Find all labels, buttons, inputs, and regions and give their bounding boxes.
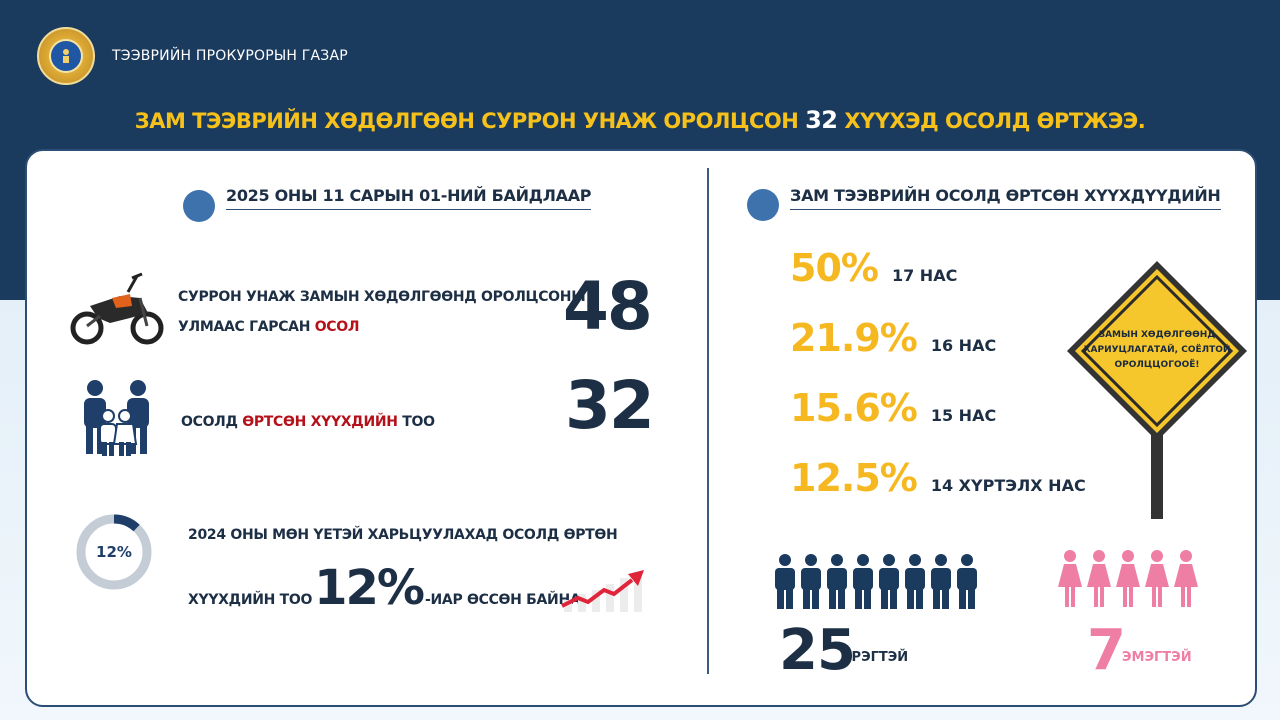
male-person-icon	[853, 554, 873, 609]
age-label: 15 НАС	[930, 406, 997, 425]
male-person-icon	[957, 554, 977, 609]
motorcycle-icon	[70, 272, 164, 345]
progress-ring-label: 12%	[96, 543, 132, 561]
male-person-icon	[801, 554, 821, 609]
road-sign: ЗАМЫН ХӨДӨЛГӨӨНД ХАРИУЦЛАГАТАЙ, СОЁЛТОЙ …	[1065, 259, 1249, 519]
male-icons	[775, 554, 977, 609]
agency-name: ТЭЭВРИЙН ПРОКУРОРЫН ГАЗАР	[112, 48, 348, 64]
age-percent: 50%	[790, 246, 879, 290]
female-person-icon	[1145, 550, 1169, 607]
age-percent: 15.6%	[790, 386, 918, 430]
stat-increase-line2: ХҮҮХДИЙН ТОО 12% -ИАР ӨССӨН БАЙНА.	[188, 560, 586, 616]
stat-accidents-label: СУРРОН УНАЖ ЗАМЫН ХӨДӨЛГӨӨНД ОРОЛЦСОНЫ У…	[178, 289, 586, 335]
sign-line3: ОРОЛЦЦОГООЁ!	[1114, 359, 1199, 370]
male-person-icon	[827, 554, 847, 609]
age-row: 21.9% 16 НАС	[790, 316, 996, 360]
stat-children-label: ОСОЛД ӨРТСӨН ХҮҮХДИЙН ТОО	[181, 414, 435, 430]
road-sign-graphic: ЗАМЫН ХӨДӨЛГӨӨНД ХАРИУЦЛАГАТАЙ, СОЁЛТОЙ …	[1067, 261, 1247, 519]
age-row: 50% 17 НАС	[790, 246, 957, 290]
content-card	[25, 149, 1257, 707]
male-count: 25	[779, 618, 856, 683]
female-label: ЭМЭГТЭЙ	[1122, 650, 1192, 665]
stat-accidents-value: 48	[563, 268, 653, 345]
sign-line2: ХАРИУЦЛАГАТАЙ, СОЁЛТОЙ	[1084, 343, 1231, 355]
sign-line1: ЗАМЫН ХӨДӨЛГӨӨНД	[1099, 330, 1216, 340]
age-label: 16 НАС	[930, 336, 997, 355]
female-person-icon	[1058, 550, 1082, 607]
age-label: 14 ХҮРТЭЛХ НАС	[930, 476, 1086, 495]
family-icon	[84, 380, 149, 456]
age-percent: 12.5%	[790, 456, 918, 500]
female-person-icon	[1087, 550, 1111, 607]
male-person-icon	[879, 554, 899, 609]
female-icons	[1058, 550, 1198, 607]
column-divider	[707, 168, 709, 674]
male-person-icon	[775, 554, 795, 609]
age-row: 15.6% 15 НАС	[790, 386, 996, 430]
stat-increase-line1: 2024 ОНЫ МӨН ҮЕТЭЙ ХАРЬЦУУЛАХАД ОСОЛД ӨР…	[188, 527, 618, 543]
age-label: 17 НАС	[891, 266, 958, 285]
page-headline: ЗАМ ТЭЭВРИЙН ХӨДӨЛГӨӨН СУРРОН УНАЖ ОРОЛЦ…	[134, 106, 1146, 134]
male-person-icon	[905, 554, 925, 609]
age-percent: 21.9%	[790, 316, 918, 360]
female-person-icon	[1174, 550, 1198, 607]
increase-progress-ring: 12%	[76, 514, 152, 590]
right-section-title: ЗАМ ТЭЭВРИЙН ОСОЛД ӨРТСӨН ХҮҮХДҮҮДИЙН	[790, 186, 1221, 210]
section-bullet	[183, 190, 215, 222]
left-section-title: 2025 ОНЫ 11 САРЫН 01-НИЙ БАЙДЛААР	[226, 186, 592, 210]
stat-children-value: 32	[565, 367, 655, 444]
male-label: ЭРЭГТЭЙ	[842, 650, 909, 665]
female-count: 7	[1087, 618, 1126, 683]
trend-up-icon	[561, 570, 644, 612]
emblem-logo	[37, 27, 95, 85]
male-person-icon	[931, 554, 951, 609]
section-bullet	[747, 189, 779, 221]
female-person-icon	[1116, 550, 1140, 607]
age-row: 12.5% 14 ХҮРТЭЛХ НАС	[790, 456, 1086, 500]
